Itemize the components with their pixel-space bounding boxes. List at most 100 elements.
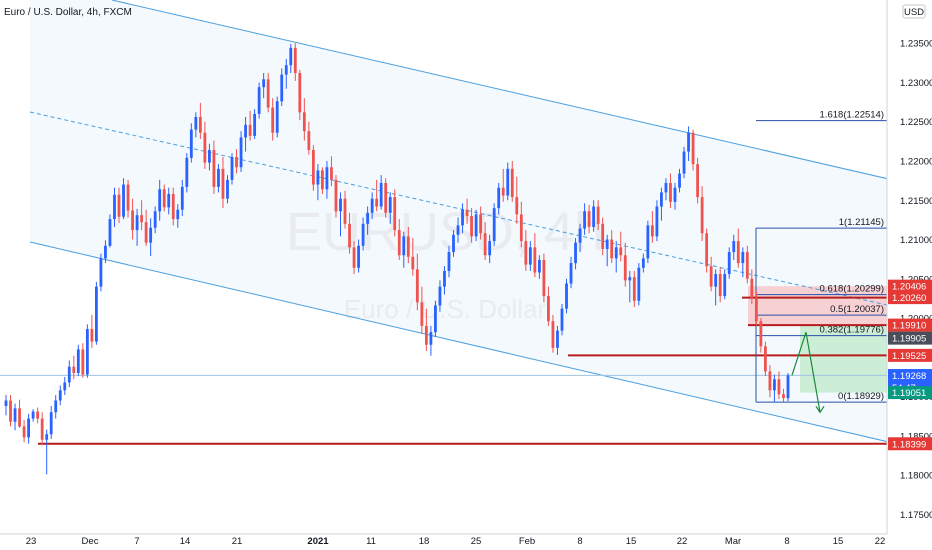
candle-body xyxy=(302,112,306,132)
candle-body xyxy=(126,184,130,211)
candle-body xyxy=(637,267,641,301)
time-axis[interactable] xyxy=(0,534,887,550)
candle-body xyxy=(90,329,94,342)
candle-body xyxy=(361,223,365,246)
candle-body xyxy=(452,234,455,253)
candle-body xyxy=(547,296,550,322)
candle-body xyxy=(316,170,320,185)
currency-badge[interactable] xyxy=(902,4,926,19)
time-tick-label: 8 xyxy=(577,536,582,547)
candle-body xyxy=(569,263,573,284)
candle-body xyxy=(741,252,745,264)
time-tick-label: Mar xyxy=(725,536,741,547)
fib-level-label: 0.618(1.20299) xyxy=(820,284,884,295)
price-tag-bg xyxy=(888,318,932,332)
candle-body xyxy=(63,382,67,391)
channel-upper-line xyxy=(111,0,894,181)
candle-body xyxy=(461,209,464,226)
candle-body xyxy=(9,400,12,422)
candle-body xyxy=(366,212,370,224)
candle-body xyxy=(678,173,681,188)
candle-body xyxy=(773,379,776,391)
price-tag-label: 1.19525 xyxy=(892,351,926,362)
candle-body xyxy=(117,194,121,217)
projection-path xyxy=(791,331,821,413)
candle-body xyxy=(13,408,17,422)
candle-body xyxy=(506,168,510,196)
candle-body xyxy=(402,236,406,256)
price-tick-label: 1.22500 xyxy=(900,117,932,128)
currency-label: USD xyxy=(904,7,924,18)
price-tag-label: 1.19268 xyxy=(892,371,926,382)
candle-body xyxy=(592,206,596,227)
candle-body xyxy=(153,211,157,228)
candle-body xyxy=(447,252,451,271)
candle-body xyxy=(705,233,709,267)
price-tag-bg xyxy=(888,291,932,305)
candle-body xyxy=(754,297,758,322)
candle-body xyxy=(605,239,609,249)
candle-body xyxy=(533,247,537,273)
candle-body xyxy=(212,149,216,187)
candle-body xyxy=(275,101,279,133)
candle-body xyxy=(339,198,342,212)
candle-body xyxy=(587,211,591,227)
candle-body xyxy=(311,149,315,185)
candle-body xyxy=(596,206,600,224)
candle-body xyxy=(397,230,401,256)
candle-body xyxy=(763,346,767,372)
time-tick-label: 22 xyxy=(875,536,886,547)
time-tick-label: 11 xyxy=(366,536,376,547)
candle-body xyxy=(76,349,80,374)
price-tick-label: 1.18000 xyxy=(900,471,932,482)
price-tick-label: 1.18500 xyxy=(900,431,932,442)
price-tag-bg xyxy=(888,331,932,345)
candle-body xyxy=(284,65,288,75)
candle-body xyxy=(180,186,184,210)
fib-level-label: 0.382(1.19776) xyxy=(820,325,884,336)
candle-body xyxy=(226,179,229,199)
time-tick-label: 22 xyxy=(677,536,688,547)
candle-body xyxy=(104,245,107,259)
candle-body xyxy=(235,157,238,168)
candle-body xyxy=(22,426,26,438)
candle-body xyxy=(759,321,763,347)
channel-lower-line xyxy=(29,241,894,444)
time-tick-label: 15 xyxy=(626,536,637,547)
candle-body xyxy=(189,129,193,158)
candle-body xyxy=(700,197,704,234)
price-tag-bg xyxy=(888,348,932,362)
candle-body xyxy=(551,321,555,348)
price-tag-label: 1.20406 xyxy=(892,282,926,293)
candle-body xyxy=(113,194,116,220)
candle-body xyxy=(601,223,605,249)
candle-body xyxy=(641,258,645,268)
candle-body xyxy=(687,132,690,152)
time-tick-label: 2021 xyxy=(307,536,329,547)
candle-body xyxy=(375,198,379,207)
time-tick-label: 14 xyxy=(180,536,191,547)
candle-body xyxy=(379,182,383,207)
candle-body xyxy=(244,124,247,138)
candle-body xyxy=(650,225,654,237)
price-tick-label: 1.23500 xyxy=(900,39,932,50)
candle-body xyxy=(578,228,582,243)
candle-body xyxy=(330,167,333,180)
candle-body xyxy=(619,247,623,256)
candle-body xyxy=(727,252,731,275)
candle-body xyxy=(655,206,659,237)
candle-body xyxy=(217,168,220,187)
candle-body xyxy=(167,193,171,208)
candle-body xyxy=(723,274,727,297)
candle-body xyxy=(456,225,460,235)
candle-body xyxy=(221,168,225,199)
candle-body xyxy=(325,167,329,190)
fib-level-label: 0.5(1.20037) xyxy=(830,304,884,315)
candle-body xyxy=(465,209,469,216)
candle-body xyxy=(515,197,519,215)
fib-level-label: 0(1.18929) xyxy=(838,391,884,402)
candle-body xyxy=(230,157,234,180)
time-tick-label: 21 xyxy=(232,536,243,547)
price-tag-label: 1.20260 xyxy=(892,293,926,304)
